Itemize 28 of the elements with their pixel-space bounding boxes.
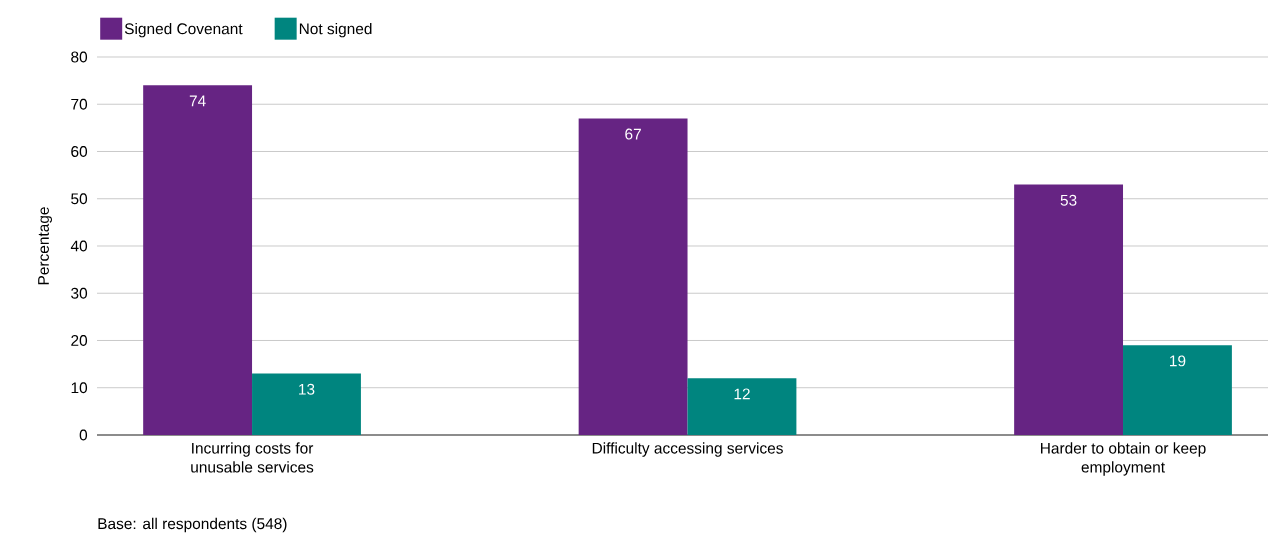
data-label: 12 — [734, 388, 750, 400]
y-tick-label: 80 — [71, 51, 88, 63]
y-axis-title: Percentage — [38, 207, 52, 285]
legend-label: Not signed — [299, 22, 372, 38]
text: Base: all respondents (548) — [98, 517, 287, 533]
x-tick-label: Difficulty accessing services — [592, 442, 783, 457]
y-tick-label: 70 — [71, 98, 88, 110]
y-tick-label: 60 — [71, 146, 88, 157]
data-label: 13 — [299, 383, 315, 395]
x-tick-label: Incurring costs for unusable services — [191, 442, 314, 473]
data-label: 53 — [1060, 194, 1077, 206]
x-tick-label: Harder to obtain or keep employment — [1041, 442, 1206, 476]
bar — [143, 85, 253, 435]
y-tick-label: 20 — [71, 335, 88, 346]
bar — [1123, 345, 1232, 435]
y-tick-label: 0 — [79, 429, 88, 441]
y-tick-label: 10 — [71, 382, 88, 394]
bar — [578, 118, 688, 435]
y-tick-label: 50 — [71, 193, 88, 205]
bar — [1014, 184, 1124, 435]
bar — [687, 378, 797, 435]
legend-label: Signed Covenant — [124, 22, 243, 38]
y-tick-label: 30 — [71, 287, 88, 299]
data-label: 74 — [189, 95, 206, 107]
data-label: 67 — [625, 128, 641, 140]
data-label: 19 — [1170, 355, 1186, 367]
bar — [252, 373, 361, 435]
y-tick-label: 40 — [70, 240, 88, 252]
